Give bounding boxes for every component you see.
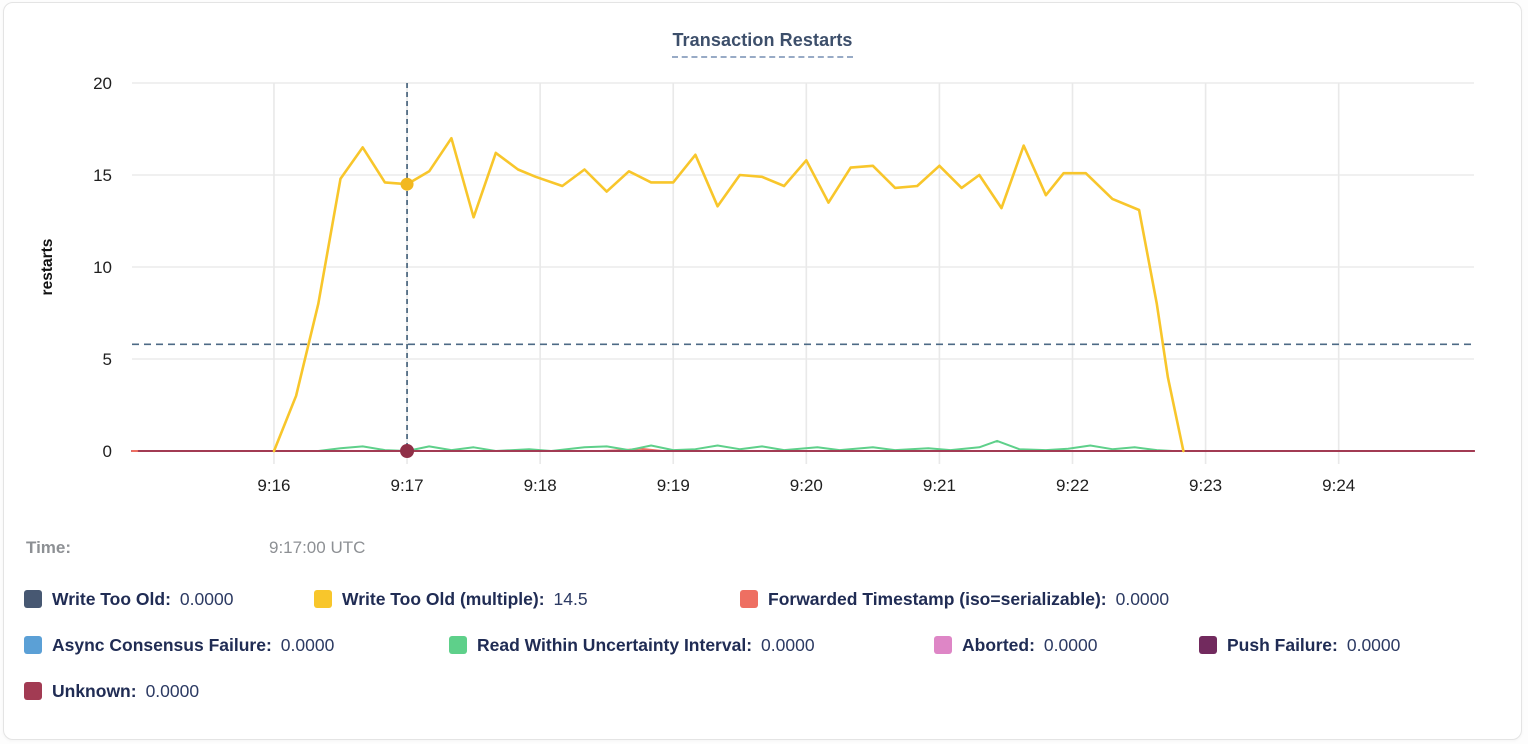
legend-item: Read Within Uncertainty Interval: 0.0000 [449,635,934,656]
x-tick-label: 9:22 [1056,476,1089,495]
legend-series-value: 0.0000 [1115,588,1170,609]
legend-series-value: 0.0000 [179,588,234,609]
y-tick-label: 0 [103,442,112,461]
hover-time-row: Time: 9:17:00 UTC [26,538,1521,558]
legend-swatch-icon [24,636,42,654]
legend-series-value: 0.0000 [145,680,200,701]
legend-series-label: Read Within Uncertainty Interval: [477,634,753,655]
legend-series-label: Unknown: [52,680,137,701]
time-value: 9:17:00 UTC [269,538,366,557]
time-label: Time: [26,538,72,557]
legend-swatch-icon [24,682,42,700]
legend-row-3: Unknown: 0.0000 [24,676,1501,706]
y-tick-label: 10 [93,258,112,277]
legend-item: Write Too Old: 0.0000 [24,589,314,610]
x-tick-label: 9:18 [524,476,557,495]
legend-swatch-icon [1199,636,1217,654]
legend-series-value: 14.5 [553,588,588,609]
legend-item: Write Too Old (multiple): 14.5 [314,589,740,610]
legend-series-label: Forwarded Timestamp (iso=serializable): [768,588,1107,609]
legend-series-label: Aborted: [962,634,1035,655]
x-tick-label: 9:21 [923,476,956,495]
y-tick-label: 5 [103,350,112,369]
chart-area: Transaction Restarts 0 5 10 15 20 9:16 9:17 9:1… [4,3,1521,508]
chart-card: Transaction Restarts 0 5 10 15 20 9:16 9:17 9:1… [3,2,1522,740]
x-tick-label: 9:17 [391,476,424,495]
legend-item: Push Failure: 0.0000 [1199,635,1400,656]
series-line [317,439,1174,452]
legend-series-value: 0.0000 [761,634,815,655]
legend-series-value: 0.0000 [1346,634,1401,655]
legend-series-value: 0.0000 [280,634,335,655]
series-line [272,136,1185,453]
x-tick-label: 9:19 [657,476,690,495]
y-tick-label: 20 [93,74,112,93]
legend-series-label: Push Failure: [1227,634,1338,655]
legend-swatch-icon [314,590,332,608]
hover-dot-highlight [400,177,414,191]
legend-swatch-icon [934,636,952,654]
transaction-restarts-chart[interactable]: 0 5 10 15 20 9:16 9:17 9:18 9:19 9:20 9:21 9:22 9:23… [4,3,1521,508]
legend-series-value: 0.0000 [1043,634,1098,655]
y-tick-label: 15 [93,166,112,185]
x-tick-label: 9:24 [1322,476,1355,495]
legend-row-1: Write Too Old: 0.0000 Write Too Old (multi… [24,584,1501,614]
x-tick-label: 9:20 [790,476,823,495]
y-axis-label: restarts [39,239,56,296]
chart-legend: Write Too Old: 0.0000 Write Too Old (multi… [24,584,1501,706]
legend-swatch-icon [740,590,758,608]
legend-series-label: Write Too Old (multiple): [342,588,545,609]
x-tick-label: 9:23 [1189,476,1222,495]
legend-swatch-icon [24,590,42,608]
hover-dot-zero-series [400,444,415,458]
legend-series-label: Write Too Old: [52,588,171,609]
legend-swatch-icon [449,636,467,654]
legend-item: Aborted: 0.0000 [934,635,1199,656]
legend-item: Unknown: 0.0000 [24,681,199,702]
legend-row-2: Async Consensus Failure: 0.0000 Read Withi… [24,630,1501,660]
x-tick-label: 9:16 [257,476,290,495]
legend-item: Forwarded Timestamp (iso=serializable): 0… [740,589,1169,610]
legend-item: Async Consensus Failure: 0.0000 [24,635,449,656]
chart-title-row: Transaction Restarts [4,30,1521,58]
chart-title[interactable]: Transaction Restarts [672,30,853,58]
legend-series-label: Async Consensus Failure: [52,634,272,655]
